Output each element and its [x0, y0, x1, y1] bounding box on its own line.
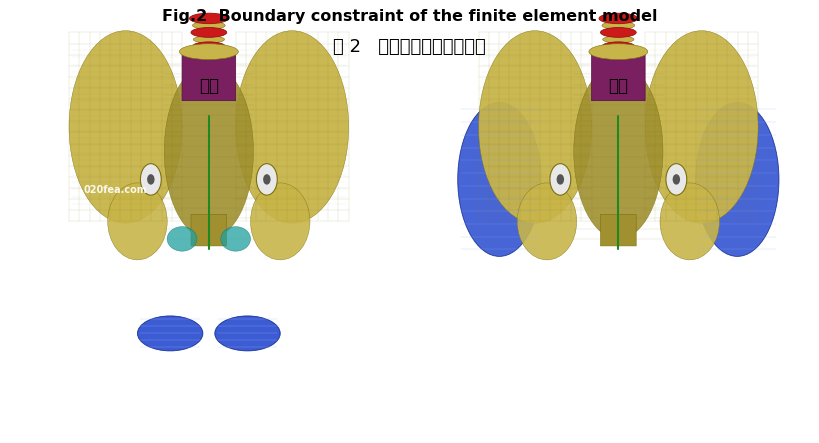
Ellipse shape [574, 64, 663, 239]
Ellipse shape [138, 316, 203, 351]
Ellipse shape [167, 227, 197, 251]
Text: 图 2   有限元模型的约束边界: 图 2 有限元模型的约束边界 [333, 38, 486, 55]
Ellipse shape [672, 174, 680, 185]
Ellipse shape [165, 64, 253, 239]
Ellipse shape [221, 227, 251, 251]
Ellipse shape [251, 183, 310, 260]
Text: 020fea.com: 020fea.com [84, 186, 147, 195]
Ellipse shape [192, 22, 225, 29]
Ellipse shape [193, 36, 224, 43]
Ellipse shape [589, 44, 648, 59]
Ellipse shape [666, 163, 687, 195]
Ellipse shape [189, 13, 229, 23]
Ellipse shape [645, 31, 758, 223]
Ellipse shape [263, 174, 270, 185]
Ellipse shape [191, 27, 227, 37]
Text: Fig.2  Boundary constraint of the finite element model: Fig.2 Boundary constraint of the finite … [161, 9, 658, 24]
Ellipse shape [478, 31, 591, 223]
Ellipse shape [557, 174, 564, 185]
Ellipse shape [600, 27, 636, 37]
Ellipse shape [147, 174, 155, 185]
Ellipse shape [602, 42, 635, 51]
Ellipse shape [550, 163, 571, 195]
Ellipse shape [179, 44, 238, 59]
Ellipse shape [458, 102, 541, 256]
Ellipse shape [192, 42, 225, 51]
Ellipse shape [236, 31, 349, 223]
Ellipse shape [140, 163, 161, 195]
Ellipse shape [518, 183, 577, 260]
Ellipse shape [108, 183, 167, 260]
Ellipse shape [69, 31, 182, 223]
Text: 站姿: 站姿 [609, 78, 628, 95]
FancyBboxPatch shape [591, 52, 645, 101]
Ellipse shape [256, 163, 278, 195]
Ellipse shape [602, 22, 635, 29]
Ellipse shape [599, 13, 638, 23]
FancyBboxPatch shape [191, 214, 227, 246]
FancyBboxPatch shape [600, 214, 636, 246]
FancyBboxPatch shape [182, 52, 236, 101]
FancyBboxPatch shape [455, 4, 782, 354]
Ellipse shape [660, 183, 719, 260]
Text: 坐姿: 坐姿 [199, 78, 219, 95]
FancyBboxPatch shape [45, 4, 373, 354]
Ellipse shape [603, 36, 634, 43]
Ellipse shape [695, 102, 779, 256]
Ellipse shape [215, 316, 280, 351]
